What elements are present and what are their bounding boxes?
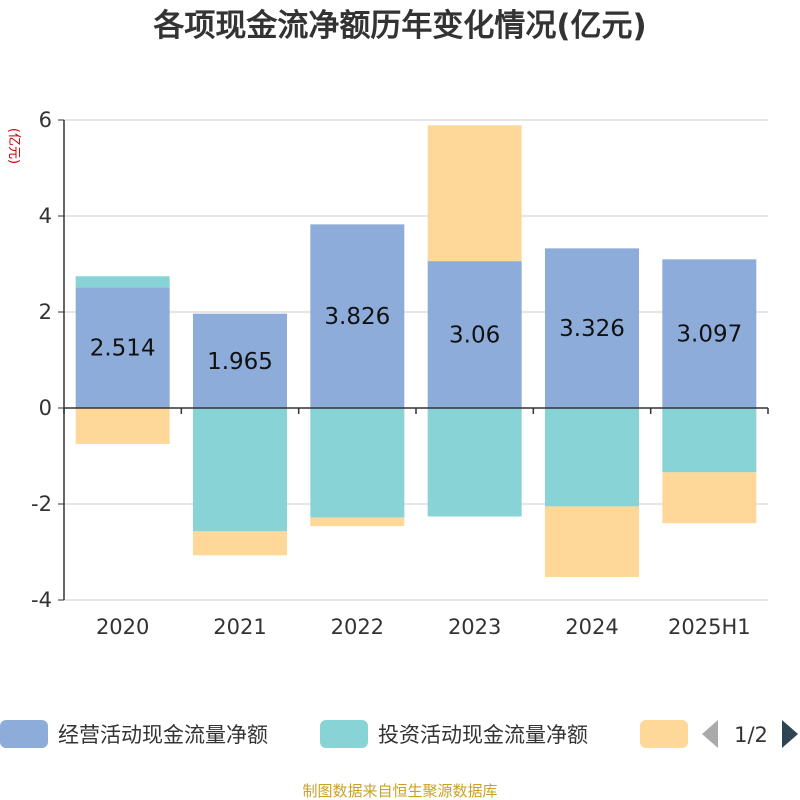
data-label-2024: 3.326 <box>559 316 625 342</box>
chart-title: 各项现金流净额历年变化情况(亿元) <box>152 8 646 44</box>
y-axis-unit-label: (亿元) <box>6 128 21 164</box>
axes: -4 -2 0 2 4 6 2020 2021 2022 2023 2024 2025H1 <box>31 108 769 639</box>
legend-label-1: 投资活动现金流量净额 <box>378 723 588 747</box>
data-label-2020: 2.514 <box>90 336 156 362</box>
legend-page-indicator: 1/2 <box>734 723 768 747</box>
y-tick-label-4: 4 <box>39 204 52 228</box>
bar-s0-2024 <box>545 248 639 408</box>
legend: 经营活动现金流量净额 投资活动现金流量净额 1/2 <box>0 720 798 748</box>
x-tick-label-2020: 2020 <box>96 615 149 639</box>
bar-s0-2021 <box>193 313 287 408</box>
data-labels: 2.514 1.965 3.826 3.06 3.326 3.097 <box>90 304 743 375</box>
bar-s0-2025H1 <box>662 259 757 408</box>
y-tick-label-2: 0 <box>39 396 52 420</box>
bar-s1-2020 <box>75 276 170 288</box>
legend-swatch-0 <box>0 720 48 748</box>
data-label-2022: 3.826 <box>324 304 390 330</box>
x-tick-label-2023: 2023 <box>448 615 501 639</box>
legend-label-0: 经营活动现金流量净额 <box>58 723 268 747</box>
legend-swatch-2 <box>640 720 688 748</box>
y-tick-label-5: 6 <box>39 108 52 132</box>
y-tick-label-1: -2 <box>31 492 52 516</box>
data-label-2025H1: 3.097 <box>676 322 742 348</box>
bar-s0-2022 <box>310 224 405 408</box>
bar-s2-2025H1 <box>662 472 757 524</box>
legend-next-arrow-icon <box>782 720 798 748</box>
legend-swatch-1 <box>320 720 368 748</box>
bar-s0-2023 <box>427 261 522 408</box>
bar-s2-2021 <box>193 531 287 556</box>
bar-s1-2023 <box>427 408 522 517</box>
grid-lines <box>64 119 768 601</box>
source-note: 制图数据来自恒生聚源数据库 <box>302 782 497 800</box>
bar-s2-2020 <box>75 408 170 444</box>
legend-prev-arrow-icon <box>702 720 718 748</box>
bar-s2-2023 <box>427 125 522 262</box>
bar-s1-2021 <box>193 408 287 532</box>
y-tick-label-3: 2 <box>39 300 52 324</box>
bar-s1-2024 <box>545 408 639 507</box>
x-tick-label-2024: 2024 <box>565 615 618 639</box>
bar-s2-2024 <box>545 506 639 577</box>
data-label-2023: 3.06 <box>449 323 500 349</box>
bars <box>75 125 757 577</box>
x-tick-label-2025H1: 2025H1 <box>668 615 751 639</box>
data-label-2021: 1.965 <box>207 349 273 375</box>
bar-s1-2022 <box>310 408 405 518</box>
bar-s0-2020 <box>75 287 170 408</box>
bar-s2-2022 <box>310 517 405 527</box>
y-tick-label-0: -4 <box>31 588 52 612</box>
x-tick-label-2021: 2021 <box>213 615 266 639</box>
bar-s1-2025H1 <box>662 408 757 473</box>
x-tick-label-2022: 2022 <box>331 615 384 639</box>
